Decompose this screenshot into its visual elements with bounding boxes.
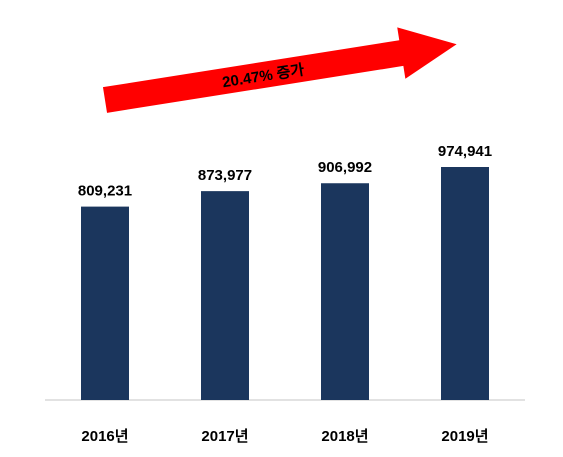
x-tick-label: 2019년: [441, 428, 488, 445]
bar: [81, 206, 129, 400]
data-label: 906,992: [318, 159, 372, 176]
growth-arrow: 20.47% 증가: [102, 27, 457, 113]
x-tick-label: 2016년: [81, 428, 128, 445]
data-label: 809,231: [78, 183, 132, 200]
bar: [201, 191, 249, 400]
data-label: 974,941: [438, 143, 492, 160]
x-tick-label: 2017년: [201, 428, 248, 445]
data-label: 873,977: [198, 167, 252, 184]
bar: [441, 167, 489, 400]
bar: [321, 183, 369, 400]
arrow: [102, 27, 457, 113]
x-tick-label: 2018년: [321, 428, 368, 445]
